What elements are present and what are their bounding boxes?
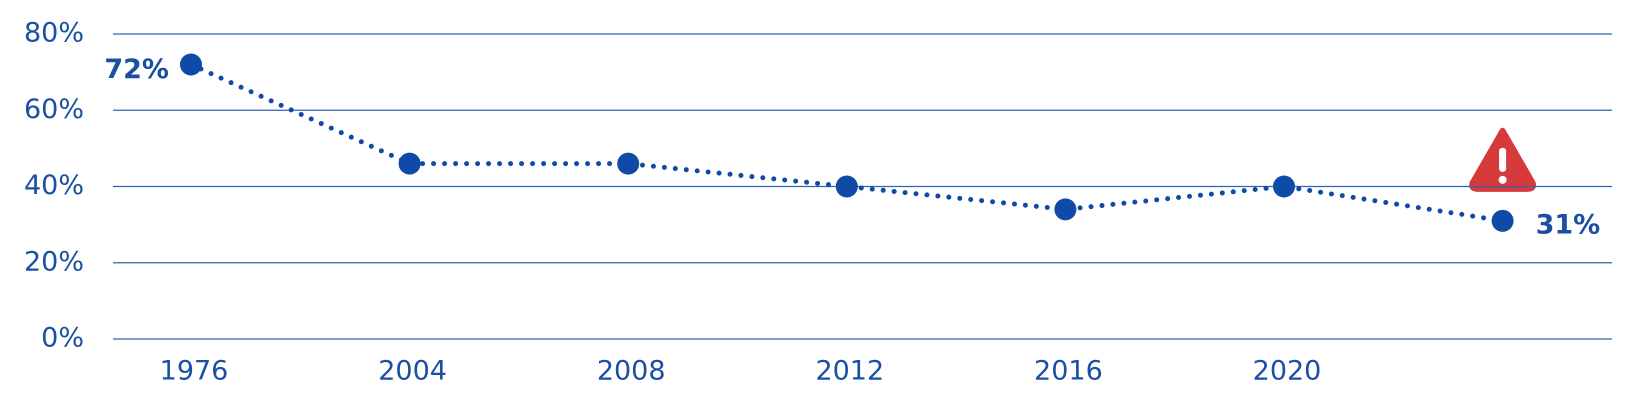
point [1273, 175, 1295, 198]
warning-icon [1469, 127, 1537, 192]
y-tick-label: 40% [24, 170, 84, 201]
point [617, 152, 640, 175]
x-tick-label: 2008 [597, 356, 666, 387]
point [1491, 209, 1514, 232]
y-tick-label: 80% [24, 18, 84, 49]
y-tick-label: 20% [24, 246, 84, 277]
x-tick-label: 1976 [160, 356, 229, 387]
x-tick-label: 2016 [1034, 356, 1103, 387]
data-label: 31% [1536, 209, 1601, 240]
x-tick-label: 2020 [1253, 356, 1322, 387]
point [835, 175, 858, 198]
y-tick-label: 60% [24, 94, 84, 125]
point [398, 152, 421, 175]
point [180, 53, 202, 76]
x-tick-label: 2012 [815, 356, 884, 387]
y-tick-label: 0% [41, 323, 84, 354]
x-tick-label: 2004 [378, 356, 447, 387]
point [1054, 198, 1077, 221]
data-label: 72% [104, 54, 169, 85]
